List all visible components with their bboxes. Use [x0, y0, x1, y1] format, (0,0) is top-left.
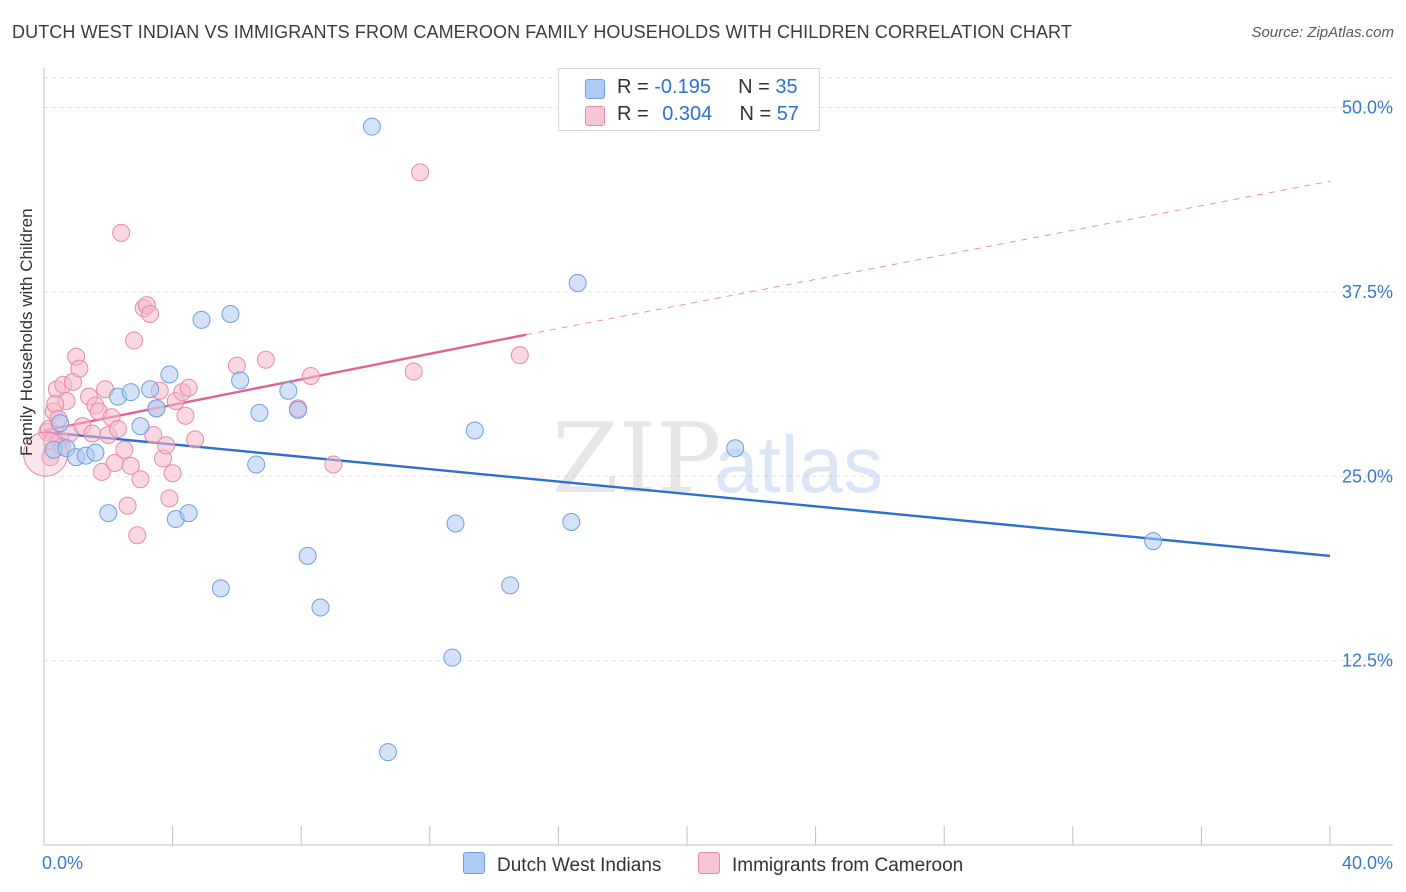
- data-point: [231, 371, 250, 390]
- data-point: [86, 443, 105, 462]
- data-point: [279, 381, 298, 400]
- data-point: [144, 425, 163, 444]
- trendline-immigrants-from-cameroon: [43, 180, 1331, 432]
- data-point: [157, 436, 176, 455]
- watermark-atlas: atlas: [714, 420, 883, 509]
- legend-swatch-pink: [585, 106, 605, 126]
- stats-legend: R = -0.195 N = 35 R = 0.304 N = 57: [558, 68, 820, 131]
- source-label: Source: ZipAtlas.com: [1251, 24, 1394, 41]
- data-point: [568, 274, 587, 293]
- x-tick-labels: 0.0% 40.0%: [42, 853, 1393, 873]
- legend-swatch-blue: [463, 852, 485, 874]
- data-point: [176, 406, 195, 425]
- data-point: [131, 470, 150, 489]
- y-axis-label: Family Households with Children: [17, 208, 36, 456]
- data-point: [108, 420, 127, 439]
- data-point: [51, 414, 70, 433]
- series-immigrants-from-cameroon: [23, 163, 529, 545]
- data-point: [70, 359, 89, 378]
- data-point: [1144, 532, 1163, 551]
- data-point: [160, 489, 179, 508]
- chart-title: DUTCH WEST INDIAN VS IMMIGRANTS FROM CAM…: [12, 22, 1072, 42]
- n-label: N =: [738, 76, 776, 98]
- data-point: [99, 504, 118, 523]
- n-label: N =: [739, 103, 777, 125]
- data-point: [192, 310, 211, 329]
- data-point: [288, 400, 307, 419]
- legend-swatch-pink: [698, 852, 720, 874]
- n-value: 57: [776, 103, 799, 125]
- trendline-segment-2: [526, 180, 1331, 336]
- data-point: [562, 512, 581, 531]
- data-point: [379, 743, 398, 762]
- data-point: [179, 504, 198, 523]
- r-value: -0.195: [654, 76, 711, 98]
- legend-item-dutch-west-indians: Dutch West Indians: [463, 852, 661, 877]
- data-point: [446, 514, 465, 533]
- y-tick-label-3: 50.0%: [1342, 98, 1393, 118]
- x-tick-label-max: 40.0%: [1342, 853, 1393, 873]
- data-point: [118, 496, 137, 515]
- data-point: [221, 305, 240, 323]
- y-tick-label-0: 12.5%: [1342, 651, 1393, 671]
- data-point: [211, 579, 230, 598]
- trendline-dutch-west-indians: [43, 430, 1331, 558]
- legend-swatch-blue: [585, 79, 605, 99]
- data-point: [501, 576, 520, 595]
- data-point: [443, 648, 462, 667]
- data-point: [250, 403, 269, 422]
- r-value: 0.304: [662, 103, 713, 125]
- data-point: [362, 117, 381, 136]
- data-point: [83, 424, 102, 443]
- data-point: [163, 464, 182, 483]
- data-point: [125, 331, 144, 350]
- data-point: [121, 456, 140, 475]
- data-point: [411, 163, 430, 182]
- data-point: [112, 223, 131, 242]
- data-point: [227, 356, 246, 375]
- data-point: [510, 346, 529, 365]
- data-point: [141, 305, 160, 323]
- data-point: [311, 598, 330, 617]
- watermark-zip: ZIP: [552, 403, 721, 515]
- data-point: [160, 365, 179, 384]
- data-point: [298, 546, 317, 565]
- y-tick-label-1: 25.0%: [1342, 466, 1393, 486]
- data-point: [46, 394, 65, 413]
- data-point: [465, 421, 484, 440]
- x-tick-label-min: 0.0%: [42, 853, 83, 873]
- legend-label: Dutch West Indians: [497, 855, 662, 876]
- series-dutch-west-indians: [44, 117, 1163, 762]
- data-point: [186, 430, 205, 449]
- data-point: [726, 439, 745, 458]
- data-point: [179, 378, 198, 397]
- legend-item-immigrants-from-cameroon: Immigrants from Cameroon: [698, 852, 963, 877]
- data-point: [256, 350, 275, 369]
- data-point: [141, 380, 160, 399]
- data-point: [131, 417, 150, 436]
- y-tick-label-2: 37.5%: [1342, 282, 1393, 302]
- data-point: [324, 455, 343, 474]
- data-point: [92, 462, 111, 481]
- data-point: [147, 399, 166, 418]
- grid-lines: [44, 77, 1393, 662]
- data-point: [128, 526, 147, 545]
- r-label: R =: [617, 103, 655, 125]
- data-point: [115, 440, 134, 459]
- data-point: [301, 366, 320, 385]
- data-point: [121, 383, 140, 402]
- legend-label: Immigrants from Cameroon: [732, 855, 964, 876]
- n-value: 35: [775, 76, 798, 98]
- watermark: ZIP atlas: [552, 403, 883, 515]
- y-tick-labels: 12.5% 25.0% 37.5% 50.0%: [1342, 98, 1393, 671]
- trendline-segment-0: [43, 430, 1331, 558]
- r-label: R =: [617, 76, 655, 98]
- data-point: [247, 455, 266, 474]
- data-point: [404, 362, 423, 381]
